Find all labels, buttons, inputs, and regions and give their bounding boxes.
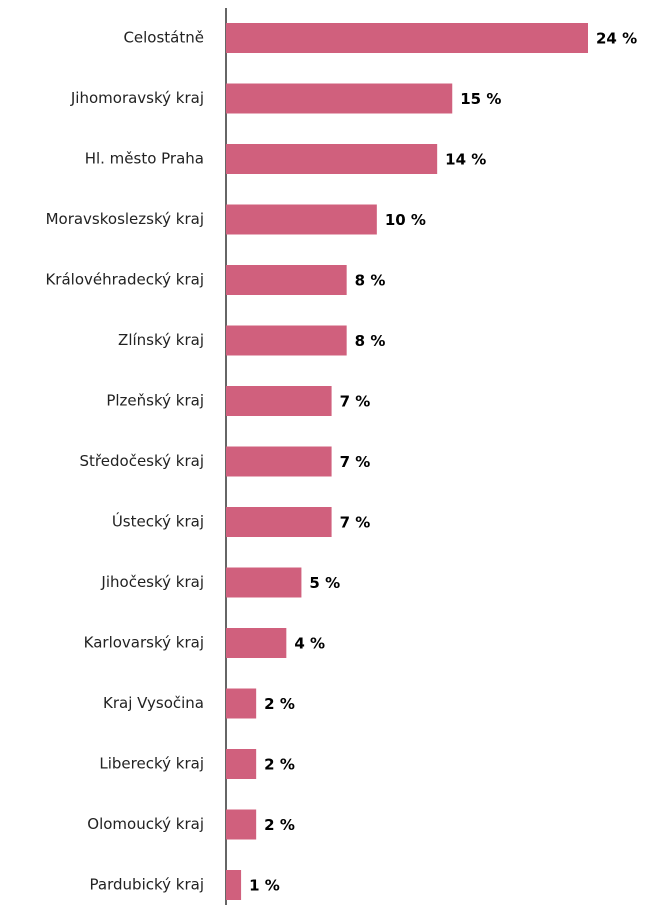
category-label: Jihomoravský kraj <box>70 89 204 107</box>
category-label: Karlovarský kraj <box>84 634 204 652</box>
bar <box>226 688 257 719</box>
value-label: 4 % <box>294 635 325 653</box>
bar <box>226 567 302 598</box>
bar <box>226 325 347 356</box>
bar <box>226 628 287 658</box>
category-label: Moravskoslezský kraj <box>46 210 204 228</box>
category-label: Plzeňský kraj <box>106 392 204 410</box>
category-label: Olomoucký kraj <box>87 815 204 833</box>
category-label: Královéhradecký kraj <box>45 271 204 289</box>
value-label: 2 % <box>264 816 295 834</box>
bar <box>226 386 332 416</box>
bar <box>226 265 347 295</box>
bar <box>226 507 332 537</box>
value-label: 10 % <box>385 211 426 229</box>
value-label: 2 % <box>264 695 295 713</box>
value-label: 8 % <box>355 272 386 290</box>
bar <box>226 23 588 53</box>
category-label: Kraj Vysočina <box>103 694 204 712</box>
bar <box>226 204 377 235</box>
category-label: Celostátně <box>123 29 204 47</box>
value-label: 24 % <box>596 30 637 48</box>
value-label: 5 % <box>309 574 340 592</box>
category-label: Hl. město Praha <box>85 150 204 168</box>
bar <box>226 809 257 840</box>
category-label: Zlínský kraj <box>118 331 204 349</box>
value-label: 8 % <box>355 332 386 350</box>
value-label: 1 % <box>249 877 280 895</box>
value-label: 15 % <box>460 90 501 108</box>
value-label: 2 % <box>264 756 295 774</box>
bar <box>226 83 453 114</box>
value-label: 14 % <box>445 151 486 169</box>
bar <box>226 144 438 174</box>
value-label: 7 % <box>340 393 371 411</box>
bar <box>226 749 257 779</box>
category-label: Ústecký kraj <box>112 512 204 531</box>
category-label: Pardubický kraj <box>90 876 204 894</box>
category-label: Liberecký kraj <box>99 755 204 773</box>
bar <box>226 446 332 477</box>
value-label: 7 % <box>340 514 371 532</box>
value-label: 7 % <box>340 453 371 471</box>
category-label: Středočeský kraj <box>80 452 204 470</box>
category-label: Jihočeský kraj <box>100 573 204 591</box>
bar <box>226 870 242 900</box>
